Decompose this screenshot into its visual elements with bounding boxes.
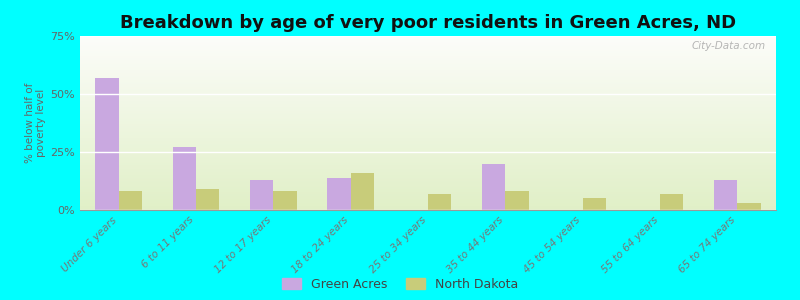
Bar: [660, 194, 683, 210]
Y-axis label: % below half of
poverty level: % below half of poverty level: [25, 83, 46, 163]
Legend: Green Acres, North Dakota: Green Acres, North Dakota: [282, 278, 518, 291]
Bar: [428, 194, 451, 210]
Bar: [95, 78, 118, 210]
Bar: [196, 189, 219, 210]
Bar: [714, 180, 738, 210]
Bar: [350, 173, 374, 210]
Bar: [173, 147, 196, 210]
Bar: [506, 191, 529, 210]
Title: Breakdown by age of very poor residents in Green Acres, ND: Breakdown by age of very poor residents …: [120, 14, 736, 32]
Bar: [274, 191, 297, 210]
Text: City-Data.com: City-Data.com: [691, 41, 766, 51]
Bar: [327, 178, 350, 210]
Bar: [482, 164, 506, 210]
Bar: [250, 180, 274, 210]
Bar: [118, 191, 142, 210]
Bar: [582, 198, 606, 210]
Bar: [738, 203, 761, 210]
